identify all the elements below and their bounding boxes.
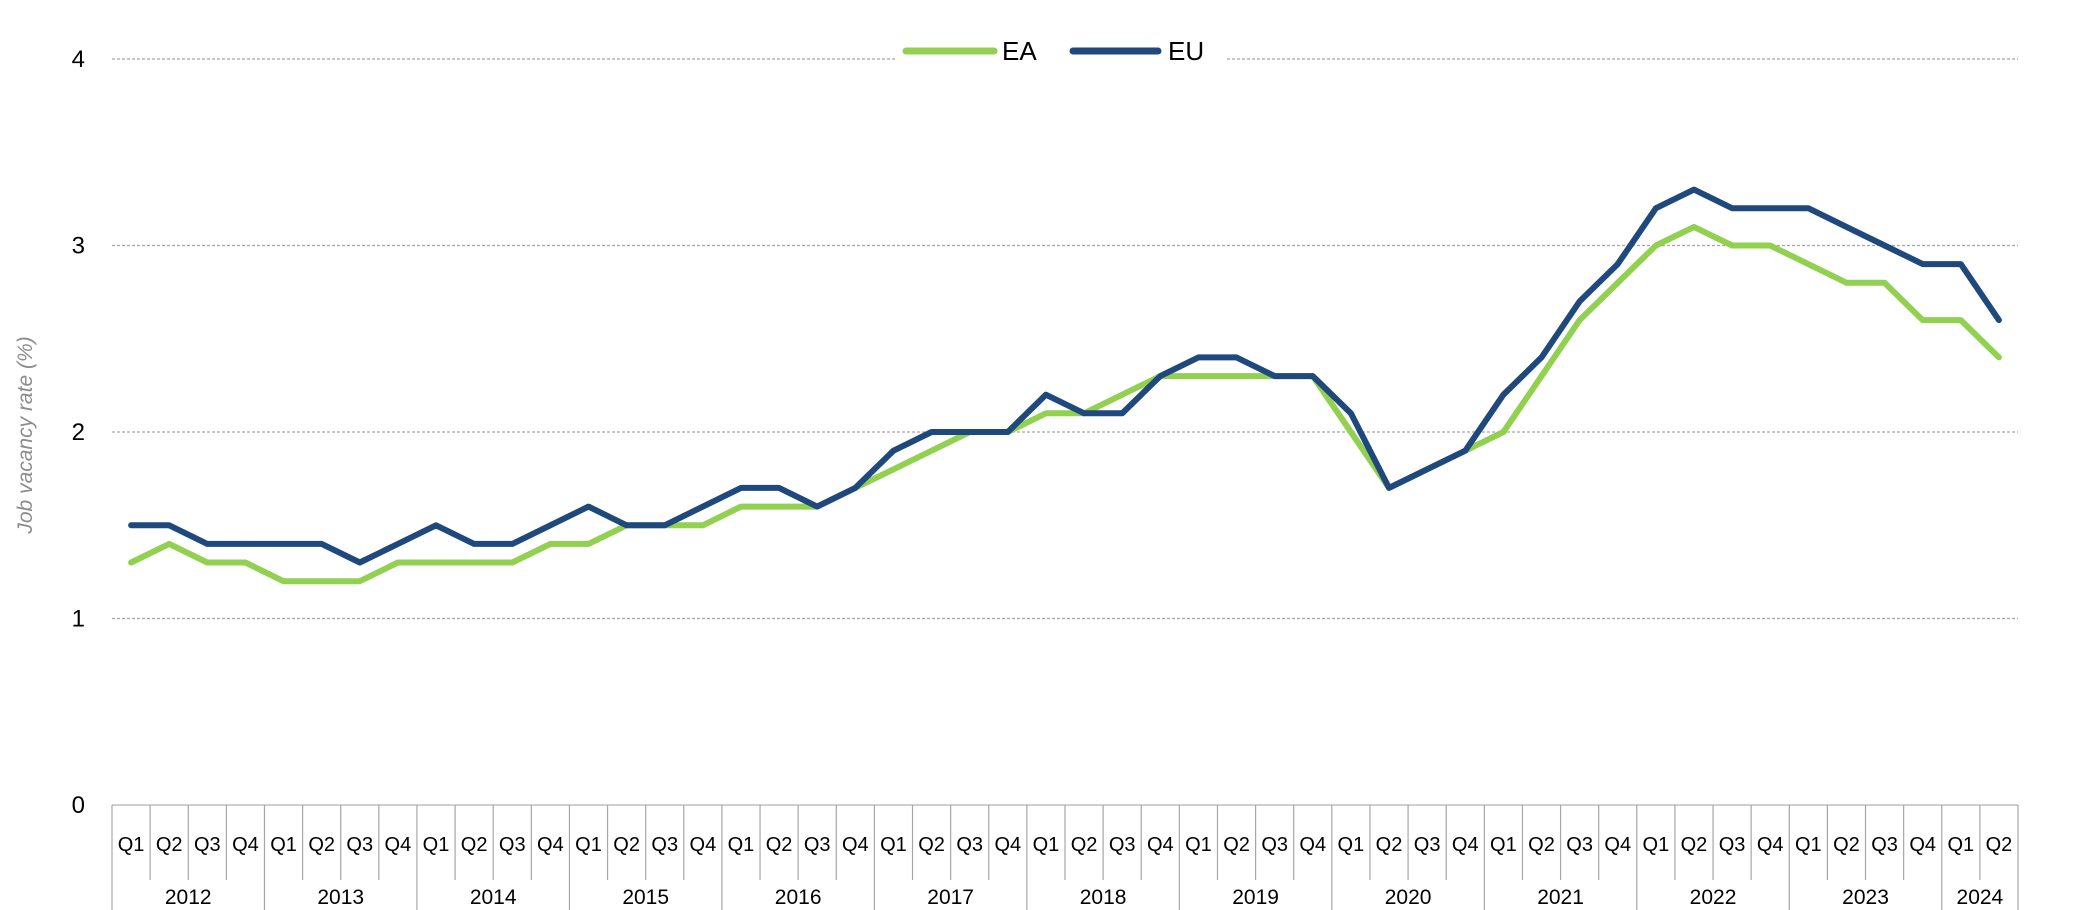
x-tick-year: 2022 xyxy=(1690,886,1737,909)
y-tick-label: 2 xyxy=(72,419,85,446)
x-tick-quarter: Q4 xyxy=(537,834,564,856)
x-tick-quarter: Q1 xyxy=(575,834,602,856)
y-tick-label: 1 xyxy=(72,606,85,633)
x-tick-quarter: Q2 xyxy=(1223,834,1250,856)
x-tick-quarter: Q3 xyxy=(194,834,221,856)
x-tick-year: 2019 xyxy=(1232,886,1279,909)
x-tick-quarter: Q1 xyxy=(1033,834,1060,856)
x-tick-quarter: Q2 xyxy=(1681,834,1708,856)
x-tick-quarter: Q4 xyxy=(690,834,717,856)
y-tick-label: 0 xyxy=(72,792,85,819)
x-tick-quarter: Q4 xyxy=(1299,834,1326,856)
x-tick-year: 2016 xyxy=(775,886,822,909)
x-tick-quarter: Q1 xyxy=(728,834,755,856)
x-tick-quarter: Q3 xyxy=(1414,834,1441,856)
x-tick-quarter: Q3 xyxy=(1719,834,1746,856)
x-axis: Q1 Q2 Q3 Q4 Q1 Q2 Q3 Q4 Q1 Q2 Q3 Q4 Q1 Q2 Q3 Q4 Q1 Q2 Q3 Q4… xyxy=(111,804,2019,910)
x-tick-year: 2024 xyxy=(1957,886,2004,909)
x-tick-quarter: Q2 xyxy=(918,834,945,856)
x-tick-quarter: Q4 xyxy=(994,834,1021,856)
series-line-ea xyxy=(128,223,2002,585)
x-tick-year: 2012 xyxy=(165,886,212,909)
x-tick-quarter: Q4 xyxy=(1909,834,1936,856)
x-tick-quarter: Q2 xyxy=(308,834,335,856)
x-tick-year: 2023 xyxy=(1842,886,1889,909)
legend: EA EU xyxy=(895,34,1225,68)
x-tick-quarter: Q1 xyxy=(1795,834,1822,856)
x-tick-year: 2020 xyxy=(1385,886,1432,909)
x-tick-quarter: Q3 xyxy=(1261,834,1288,856)
y-tick-label: 4 xyxy=(72,46,85,73)
x-tick-quarter: Q2 xyxy=(1833,834,1860,856)
x-tick-year: 2015 xyxy=(622,886,669,909)
y-tick-label: 3 xyxy=(72,233,85,260)
x-tick-quarter: Q1 xyxy=(1185,834,1212,856)
series-line-eu xyxy=(128,186,2002,566)
x-tick-quarter: Q1 xyxy=(270,834,297,856)
x-tick-quarter: Q2 xyxy=(1071,834,1098,856)
x-tick-quarter: Q1 xyxy=(1643,834,1670,856)
x-tick-quarter: Q2 xyxy=(1528,834,1555,856)
x-tick-quarter: Q2 xyxy=(461,834,488,856)
x-tick-quarter: Q3 xyxy=(499,834,526,856)
y-axis-label: Job vacancy rate (%) xyxy=(14,336,37,534)
x-tick-quarter: Q4 xyxy=(232,834,259,856)
x-tick-quarter: Q2 xyxy=(1376,834,1403,856)
x-tick-quarter: Q4 xyxy=(842,834,869,856)
y-axis-ticks: 0 1 2 3 4 xyxy=(72,46,85,819)
x-tick-quarter: Q3 xyxy=(956,834,983,856)
series-lines xyxy=(128,186,2002,585)
x-tick-quarter: Q2 xyxy=(1986,834,2013,856)
x-tick-quarter: Q3 xyxy=(346,834,373,856)
x-tick-quarter: Q3 xyxy=(1566,834,1593,856)
x-tick-quarter: Q4 xyxy=(1452,834,1479,856)
legend-label-ea: EA xyxy=(1002,36,1037,66)
x-tick-quarter: Q1 xyxy=(1947,834,1974,856)
x-tick-quarter: Q3 xyxy=(1109,834,1136,856)
x-tick-year: 2013 xyxy=(317,886,364,909)
legend-label-eu: EU xyxy=(1168,36,1204,66)
x-tick-year: 2014 xyxy=(470,886,517,909)
x-tick-year: 2018 xyxy=(1080,886,1127,909)
x-tick-quarter: Q4 xyxy=(1604,834,1631,856)
x-tick-quarter: Q1 xyxy=(880,834,907,856)
x-tick-year: 2017 xyxy=(927,886,974,909)
x-tick-quarter: Q1 xyxy=(1490,834,1517,856)
x-tick-quarter: Q4 xyxy=(385,834,412,856)
x-tick-quarter: Q4 xyxy=(1757,834,1784,856)
x-tick-quarter: Q1 xyxy=(118,834,145,856)
x-tick-year: 2021 xyxy=(1537,886,1584,909)
x-tick-quarter: Q1 xyxy=(1338,834,1365,856)
x-tick-quarter: Q3 xyxy=(651,834,678,856)
x-tick-quarter: Q1 xyxy=(423,834,450,856)
gridlines xyxy=(112,58,2018,620)
x-tick-quarter: Q2 xyxy=(613,834,640,856)
x-tick-quarter: Q3 xyxy=(804,834,831,856)
x-tick-quarter: Q4 xyxy=(1147,834,1174,856)
x-tick-quarter: Q2 xyxy=(766,834,793,856)
x-tick-quarter: Q3 xyxy=(1871,834,1898,856)
x-tick-quarter: Q2 xyxy=(156,834,183,856)
